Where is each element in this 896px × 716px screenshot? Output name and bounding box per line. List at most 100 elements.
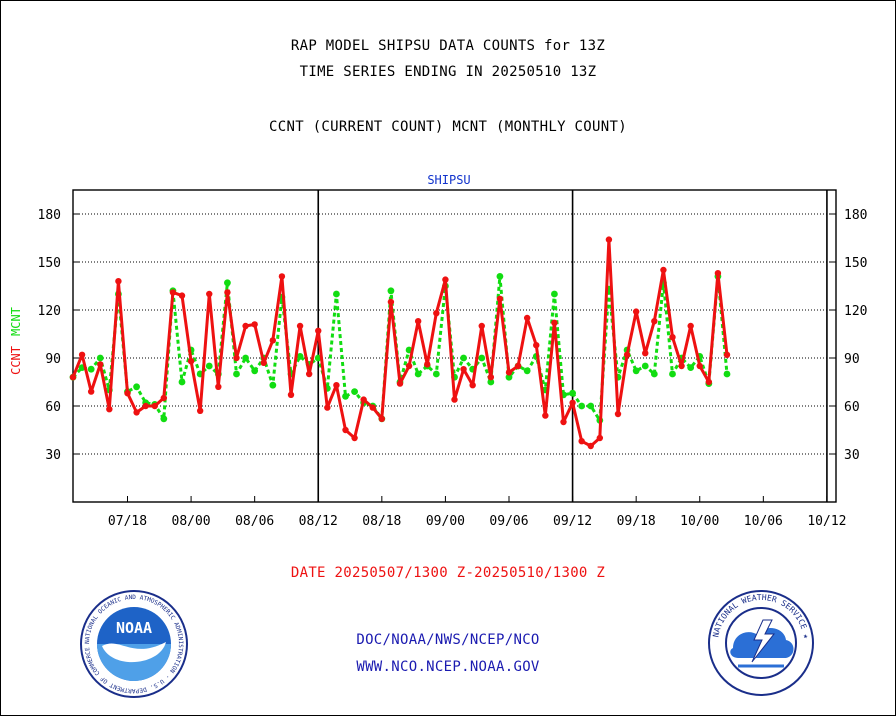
- data-point-ccnt: [224, 289, 231, 296]
- noaa-logo-icon: NATIONAL OCEANIC AND ATMOSPHERIC ADMINIS…: [80, 590, 188, 698]
- data-point-ccnt: [333, 382, 340, 389]
- data-point-ccnt: [696, 362, 703, 370]
- time-series-chart: SHIPSU 30 30 60 60 90 90 120 120 150 150 180 180 07…: [9, 173, 867, 529]
- data-point-mcnt: [523, 367, 531, 375]
- data-point-ccnt: [360, 396, 367, 403]
- y-tick-label-right: 90: [844, 352, 860, 367]
- data-point-mcnt: [333, 290, 340, 298]
- data-point-ccnt: [396, 380, 404, 387]
- data-point-mcnt: [650, 370, 658, 378]
- y-axis-label-ccnt: CCNT: [9, 346, 23, 375]
- series-ccnt: [69, 236, 731, 450]
- x-tick-label: 09/06: [489, 514, 528, 529]
- data-point-mcnt: [296, 353, 304, 360]
- y-tick-label-left: 90: [45, 352, 61, 367]
- data-point-mcnt: [478, 354, 486, 362]
- org-path-text: DOC/NOAA/NWS/NCEP/NCO: [356, 632, 540, 648]
- y-tick-label-right: 30: [844, 448, 860, 463]
- data-point-ccnt: [451, 396, 458, 403]
- data-point-ccnt: [587, 442, 594, 450]
- data-point-mcnt: [496, 273, 504, 280]
- data-point-mcnt: [632, 367, 640, 375]
- nws-logo-icon: NATIONAL WEATHER SERVICE ★: [708, 590, 814, 696]
- plot-area-border: [72, 189, 837, 503]
- data-point-mcnt: [487, 378, 495, 386]
- data-point-ccnt: [215, 383, 222, 390]
- x-tick-label: 09/18: [617, 514, 656, 529]
- x-tick-label: 09/00: [426, 514, 465, 529]
- series-line-ccnt: [71, 238, 729, 448]
- data-point-ccnt: [414, 318, 422, 325]
- data-point-ccnt: [242, 322, 249, 330]
- data-point-mcnt: [233, 370, 240, 378]
- data-point-mcnt: [178, 378, 186, 386]
- data-point-ccnt: [660, 266, 667, 274]
- data-point-mcnt: [224, 279, 231, 287]
- data-point-ccnt: [296, 322, 304, 330]
- y-tick-label-right: 120: [844, 304, 867, 319]
- data-point-mcnt: [687, 364, 695, 371]
- data-point-mcnt: [269, 381, 277, 389]
- data-point-ccnt: [378, 415, 386, 422]
- data-point-ccnt: [705, 378, 713, 386]
- data-point-ccnt: [433, 310, 440, 317]
- x-tick-label: 10/06: [744, 514, 783, 529]
- plot-title: SHIPSU: [427, 173, 470, 187]
- data-point-ccnt: [160, 394, 168, 402]
- data-point-mcnt: [242, 354, 249, 362]
- data-point-ccnt: [206, 290, 213, 298]
- data-point-ccnt: [632, 308, 640, 315]
- y-tick-label-left: 120: [38, 304, 61, 319]
- data-point-ccnt: [142, 402, 149, 410]
- x-axis: 07/18 08/00 08/06 08/12 08/18 09/00 09/06 09/12…: [108, 496, 846, 529]
- data-point-ccnt: [478, 322, 485, 330]
- y-tick-label-left: 60: [45, 400, 61, 415]
- data-point-mcnt: [133, 383, 140, 391]
- data-point-mcnt: [160, 415, 168, 423]
- x-tick-label: 08/06: [235, 514, 274, 529]
- x-tick-label: 08/12: [299, 514, 338, 529]
- x-tick-label: 08/00: [172, 514, 211, 529]
- data-point-ccnt: [569, 399, 576, 406]
- data-point-mcnt: [669, 370, 676, 378]
- data-point-mcnt: [587, 402, 595, 410]
- data-point-ccnt: [642, 350, 649, 357]
- data-point-ccnt: [424, 361, 431, 368]
- data-point-ccnt: [78, 351, 86, 358]
- data-point-mcnt: [342, 393, 349, 400]
- data-point-ccnt: [460, 366, 467, 373]
- data-point-mcnt: [505, 373, 513, 381]
- y-axis-label: CCNT MCNT: [9, 307, 23, 375]
- data-point-ccnt: [596, 434, 604, 442]
- data-point-mcnt: [414, 370, 422, 378]
- data-point-ccnt: [505, 369, 513, 376]
- data-point-ccnt: [151, 402, 158, 410]
- data-point-ccnt: [678, 362, 685, 370]
- y-tick-label-left: 150: [38, 256, 61, 271]
- date-range: DATE 20250507/1300 Z-20250510/1300 Z: [290, 565, 606, 581]
- data-point-ccnt: [487, 374, 495, 381]
- data-point-ccnt: [614, 410, 622, 418]
- period-separator-lines: [317, 190, 828, 502]
- x-tick-label: 10/00: [680, 514, 719, 529]
- data-point-ccnt: [133, 409, 140, 416]
- chart-subtitle: CCNT (CURRENT COUNT) MCNT (MONTHLY COUNT…: [269, 119, 627, 135]
- data-point-ccnt: [651, 318, 658, 325]
- data-point-ccnt: [551, 319, 558, 326]
- y-tick-label-right: 180: [844, 208, 867, 223]
- data-point-ccnt: [542, 412, 549, 419]
- data-point-mcnt: [641, 362, 649, 370]
- title-line-1: RAP MODEL SHIPSU DATA COUNTS for 13Z: [290, 38, 606, 54]
- data-point-ccnt: [187, 358, 195, 365]
- data-point-ccnt: [469, 382, 476, 389]
- data-point-ccnt: [523, 314, 531, 322]
- data-point-ccnt: [251, 321, 258, 328]
- website-link[interactable]: WWW.NCO.NCEP.NOAA.GOV: [356, 659, 540, 675]
- data-point-ccnt: [605, 236, 613, 243]
- data-point-ccnt: [97, 361, 104, 368]
- data-point-mcnt: [251, 367, 259, 375]
- data-point-ccnt: [124, 390, 131, 397]
- data-point-ccnt: [196, 407, 204, 414]
- data-point-ccnt: [287, 391, 295, 398]
- data-point-ccnt: [305, 370, 313, 378]
